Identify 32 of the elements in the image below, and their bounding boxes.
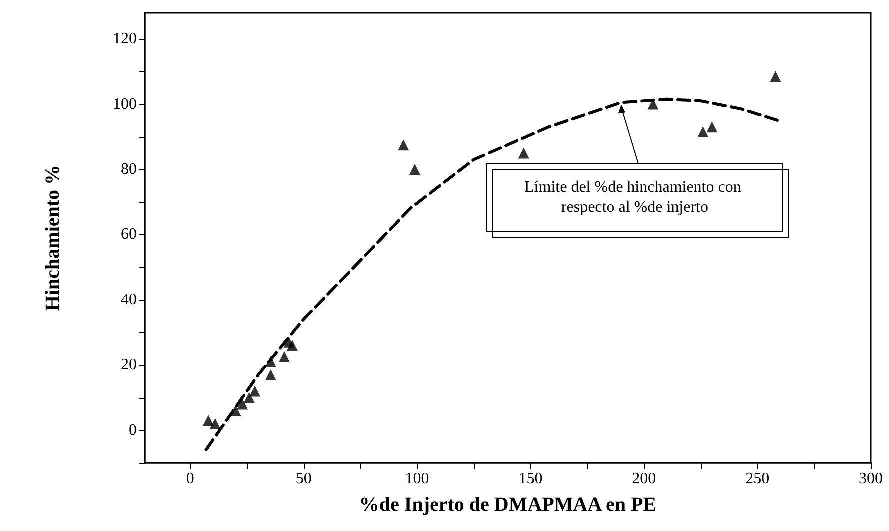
x-tick-label: 200 [632, 470, 656, 488]
x-tick-label: 250 [746, 470, 770, 488]
y-tick-label: 60 [121, 226, 137, 244]
x-tick-label: 100 [405, 470, 430, 488]
y-axis-title: Hinchamiento % [42, 164, 64, 312]
annotation: Límite del %de hinchamiento con respecto al %de injerto [524, 179, 746, 216]
x-tick-label: 300 [859, 470, 883, 488]
y-tick-label: 40 [121, 291, 137, 308]
line-series [204, 98, 780, 452]
x-tick-label: 150 [518, 470, 543, 488]
point [279, 352, 290, 363]
point [398, 140, 410, 151]
x-tick-label: 50 [296, 470, 312, 488]
point [698, 126, 709, 138]
x-tick-label: 0 [186, 470, 194, 488]
point [770, 71, 782, 82]
point [409, 164, 420, 176]
point [210, 418, 221, 430]
y-tick-label: 0 [129, 422, 137, 439]
y-tick-label: 120 [113, 30, 137, 48]
point [237, 398, 248, 410]
point [203, 415, 214, 426]
point [706, 122, 718, 133]
y-tick-label: 20 [121, 356, 137, 374]
point [286, 340, 298, 352]
y-tick-label: 80 [121, 161, 137, 178]
point [518, 148, 530, 159]
x-axis-title: %de Injerto de DMAPMAA en PE [359, 494, 657, 516]
point [244, 392, 255, 404]
y-tick-label: 100 [113, 96, 137, 113]
point [250, 386, 261, 397]
point [265, 369, 276, 380]
